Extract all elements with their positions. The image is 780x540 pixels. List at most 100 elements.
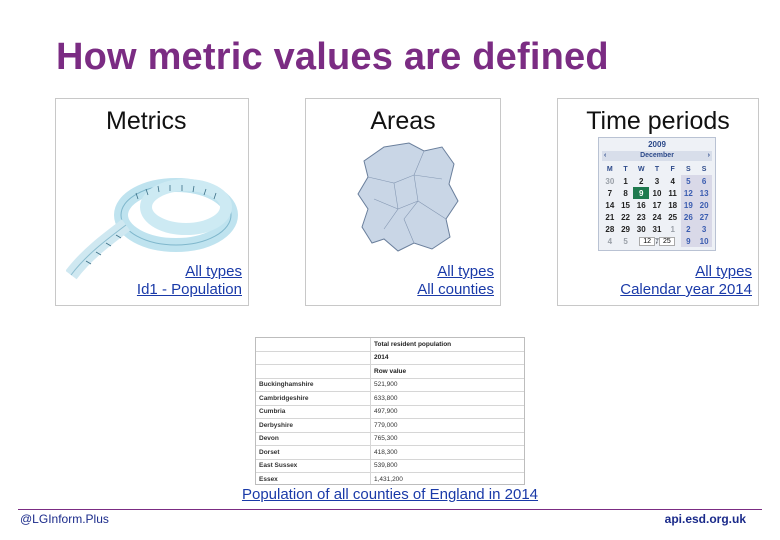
calendar-day[interactable]: 31 xyxy=(652,224,662,234)
metrics-caption-line1[interactable]: All types xyxy=(185,263,242,280)
calendar-widget[interactable]: 2009 ‹ December › M T W T F S S 30 1 2 3 4 5 6 7 8 9 10 11… xyxy=(598,137,716,251)
footer-handle[interactable]: @LGInform.Plus xyxy=(20,512,109,526)
table-row-value: 497,900 xyxy=(370,405,524,419)
calendar-day[interactable]: 25 xyxy=(668,212,678,222)
calendar-hour[interactable]: 12 xyxy=(639,237,656,246)
calendar-day[interactable]: 30 xyxy=(636,224,646,234)
calendar-day[interactable]: 22 xyxy=(621,212,630,222)
calendar-day[interactable]: 10 xyxy=(696,235,712,247)
population-table: Total resident population 2014 Row value… xyxy=(256,338,524,484)
calendar-weekday: F xyxy=(670,165,675,173)
calendar-day[interactable]: 8 xyxy=(623,188,628,198)
calendar-day[interactable]: 17 xyxy=(652,200,662,210)
table-row: Dorset 418,300 xyxy=(256,445,524,460)
table-row-value: 633,800 xyxy=(370,391,524,406)
county-map-image xyxy=(357,142,459,252)
calendar-day[interactable]: 3 xyxy=(696,223,712,235)
calendar-day[interactable]: 14 xyxy=(605,200,615,210)
table-row: Derbyshire 779,000 xyxy=(256,418,524,433)
calendar-day[interactable]: 18 xyxy=(668,200,678,210)
calendar-week-row: 14 15 16 17 18 19 20 xyxy=(602,199,712,211)
chevron-right-icon[interactable]: › xyxy=(707,152,710,159)
table-row-value: 765,300 xyxy=(370,432,524,446)
areas-caption-line2[interactable]: All counties xyxy=(417,281,494,298)
table-header-row: Total resident population xyxy=(256,338,524,352)
table-row-value: 418,300 xyxy=(370,445,524,460)
table-row-name: Dorset xyxy=(256,445,371,460)
calendar-day[interactable]: 30 xyxy=(605,176,615,186)
population-table-image: Total resident population 2014 Row value… xyxy=(255,337,525,485)
calendar-day[interactable]: 5 xyxy=(623,236,628,246)
footer-url[interactable]: api.esd.org.uk xyxy=(664,512,746,526)
calendar-day[interactable]: 27 xyxy=(696,211,712,223)
table-row-value: 521,900 xyxy=(370,378,524,392)
calendar-day[interactable]: 24 xyxy=(652,212,662,222)
calendar-day[interactable]: 6 xyxy=(696,175,712,187)
table-row: East Sussex 539,800 xyxy=(256,459,524,473)
calendar-day[interactable]: 12 xyxy=(680,187,697,199)
calendar-day[interactable]: 7 xyxy=(607,188,613,198)
metrics-panel: Metrics All types Id1 - Population xyxy=(55,98,249,306)
table-row-name: Derbyshire xyxy=(256,418,371,433)
calendar-day[interactable]: 13 xyxy=(696,187,712,199)
calendar-month: December xyxy=(640,152,674,159)
table-row: Buckinghamshire 521,900 xyxy=(256,378,524,392)
calendar-day[interactable]: 4 xyxy=(607,236,613,246)
calendar-day[interactable]: 9 xyxy=(633,187,650,199)
calendar-day[interactable]: 15 xyxy=(621,200,630,210)
table-row-value: 779,000 xyxy=(370,418,524,433)
calendar-week-row: 21 22 23 24 25 26 27 xyxy=(602,211,712,223)
calendar-week-row: 7 8 9 10 11 12 13 xyxy=(602,187,712,199)
calendar-day[interactable]: 4 xyxy=(670,176,675,186)
calendar-day[interactable]: 26 xyxy=(680,211,697,223)
calendar-day[interactable]: 11 xyxy=(668,188,677,198)
calendar-day[interactable]: 2 xyxy=(680,223,697,235)
calendar-day[interactable]: 1 xyxy=(623,176,628,186)
calendar-month-bar: ‹ December › xyxy=(602,151,712,161)
calendar-day[interactable]: 23 xyxy=(636,212,646,222)
calendar-time: 12:25 xyxy=(599,237,715,246)
time-caption-line2[interactable]: Calendar year 2014 xyxy=(620,281,752,298)
table-row: Cumbria 497,900 xyxy=(256,405,524,419)
calendar-weekday: S xyxy=(701,165,707,173)
table-row: Devon 765,300 xyxy=(256,432,524,446)
table-header-row-label: Row value xyxy=(370,364,524,379)
calendar-day[interactable]: 5 xyxy=(680,175,697,187)
table-row-name: East Sussex xyxy=(256,459,371,473)
calendar-day[interactable]: 3 xyxy=(654,176,660,186)
table-header-title: Total resident population xyxy=(370,338,524,352)
table-row: Essex 1,431,200 xyxy=(256,472,524,484)
calendar-day[interactable]: 2 xyxy=(639,176,644,186)
areas-caption[interactable]: All types All counties xyxy=(417,263,494,299)
calendar-day[interactable]: 1 xyxy=(670,224,675,234)
calendar-day[interactable]: 9 xyxy=(680,235,697,247)
calendar-day[interactable]: 28 xyxy=(605,224,615,234)
areas-caption-line1[interactable]: All types xyxy=(437,263,494,280)
table-row-value: 539,800 xyxy=(370,459,524,473)
calendar-day[interactable]: 10 xyxy=(652,188,662,198)
calendar-day[interactable]: 29 xyxy=(621,224,630,234)
areas-panel: Areas All types All counties xyxy=(305,98,501,306)
calendar-minute[interactable]: 25 xyxy=(658,237,675,246)
time-periods-heading: Time periods xyxy=(586,107,730,135)
metrics-caption-line2[interactable]: Id1 - Population xyxy=(136,281,242,298)
calendar-day[interactable]: 19 xyxy=(680,199,697,211)
time-periods-caption[interactable]: All types Calendar year 2014 xyxy=(620,263,752,299)
footer-divider xyxy=(18,509,762,510)
calendar-day[interactable]: 21 xyxy=(605,212,615,222)
calendar-day[interactable]: 7 xyxy=(654,236,660,246)
time-periods-panel: Time periods 2009 ‹ December › M T W T F S S 30… xyxy=(557,98,759,306)
calendar-weekday: M xyxy=(606,165,613,173)
chevron-left-icon[interactable]: ‹ xyxy=(604,152,607,159)
calendar-weekday: T xyxy=(623,165,628,173)
calendar-day[interactable]: 20 xyxy=(696,199,712,211)
table-row: Cambridgeshire 633,800 xyxy=(256,391,524,406)
calendar-day[interactable]: 16 xyxy=(636,200,646,210)
time-caption-line1[interactable]: All types xyxy=(695,263,752,280)
metrics-caption[interactable]: All types Id1 - Population xyxy=(137,263,242,299)
calendar-grid: M T W T F S S 30 1 2 3 4 5 6 7 8 9 10 11 12 13 14 15 16 17 18 19 20… xyxy=(602,163,712,247)
table-row-name: Buckinghamshire xyxy=(256,378,371,392)
table-caption[interactable]: Population of all counties of England in… xyxy=(241,486,539,503)
areas-heading: Areas xyxy=(370,107,436,135)
